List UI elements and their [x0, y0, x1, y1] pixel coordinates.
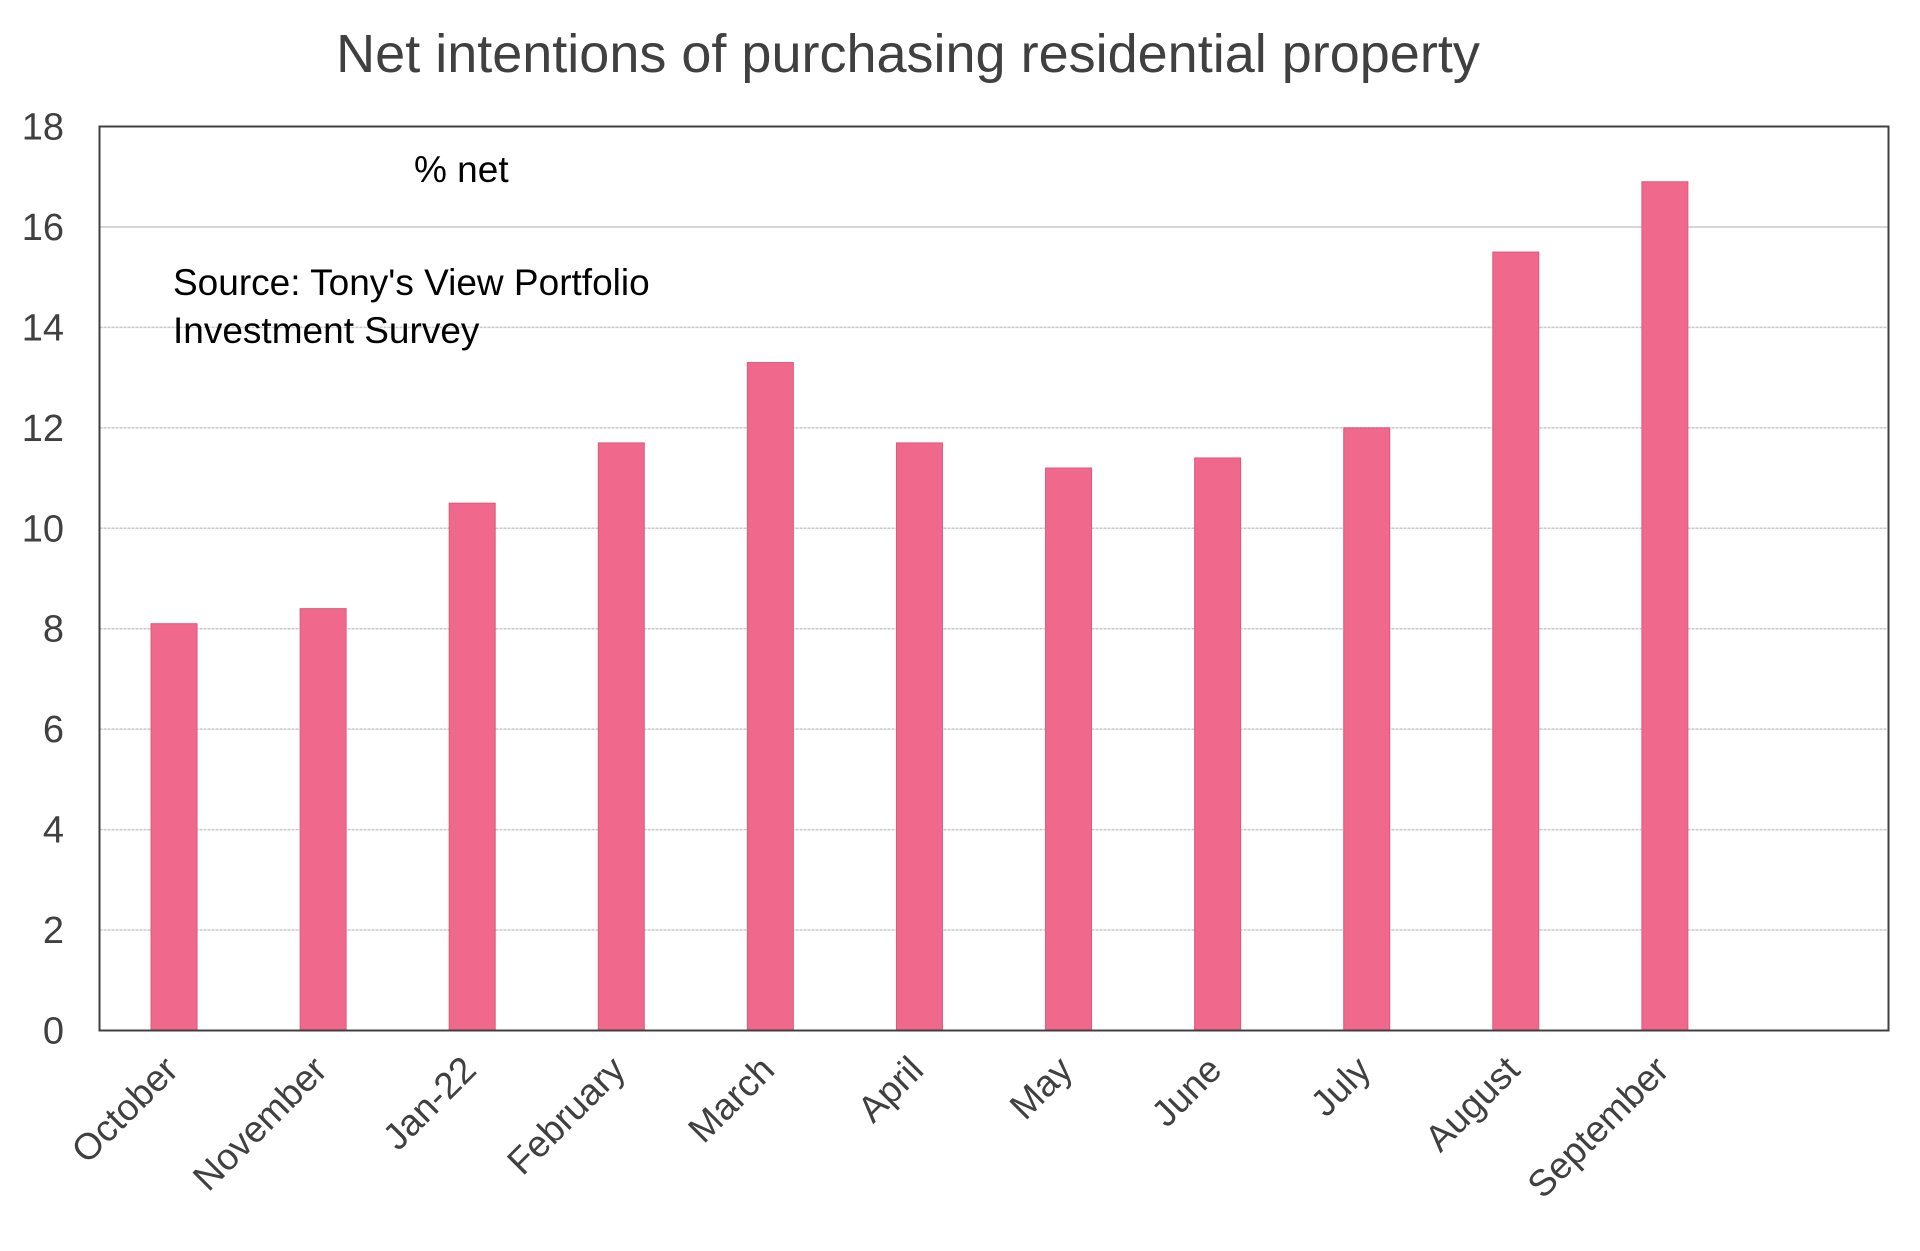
bar-march: [746, 362, 794, 1031]
y-tick-label: 0: [43, 1011, 64, 1053]
y-tick-label: 10: [22, 508, 64, 550]
source-note-line-1: Source: Tony's View Portfolio: [173, 262, 650, 303]
bar-october: [150, 623, 198, 1031]
y-tick-label: 16: [22, 207, 64, 249]
y-tick-label: 18: [22, 107, 64, 149]
y-tick-label: 4: [43, 810, 64, 852]
bars: [150, 181, 1689, 1032]
bar-june: [1194, 457, 1242, 1031]
bar-july: [1343, 427, 1391, 1032]
y-tick-label: 14: [22, 307, 64, 349]
bar-september: [1641, 181, 1689, 1031]
unit-label: % net: [414, 149, 509, 190]
bar-august: [1492, 251, 1540, 1032]
gridlines: [99, 226, 1889, 931]
bar-november: [299, 608, 347, 1032]
y-tick-label: 6: [43, 709, 64, 751]
y-tick-label: 12: [22, 408, 64, 450]
bar-february: [597, 442, 645, 1031]
bar-april: [895, 442, 943, 1031]
y-tick-label: 8: [43, 609, 64, 651]
y-tick-label: 2: [43, 910, 64, 952]
source-note-line-2: Investment Survey: [173, 310, 480, 351]
chart-title: Net intentions of purchasing residential…: [336, 24, 1480, 84]
bar-may: [1045, 467, 1093, 1031]
plot-frame: [98, 125, 1890, 1032]
bar-jan-22: [448, 502, 496, 1031]
y-axis-ticks: 0 2 4 6 8 10 12 14 16 18: [22, 107, 64, 1053]
